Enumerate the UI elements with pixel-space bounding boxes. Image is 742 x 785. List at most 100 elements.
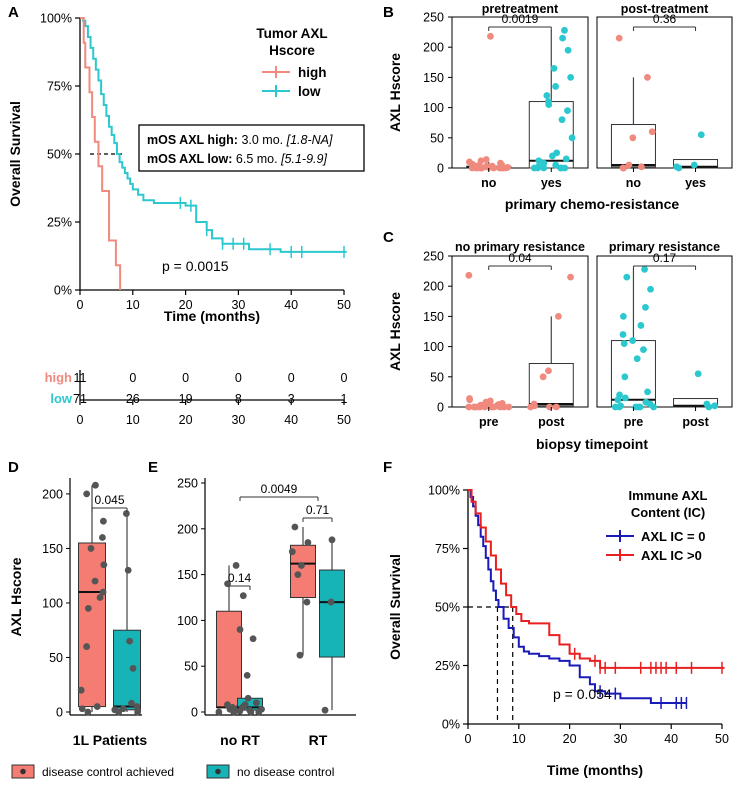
panel-b-box-0-1-point <box>557 164 565 172</box>
panel-b-box-0-1-point <box>568 134 576 142</box>
panel-c-box-0-0-point <box>466 395 473 402</box>
panel-e-ytick-label: 50 <box>184 660 198 674</box>
panel-d-box-0-point <box>93 703 101 710</box>
panel-c-box-1-0-point <box>620 340 628 347</box>
panel-e-box-2-point <box>296 651 304 659</box>
panel-c-box-1-0-point <box>637 322 645 329</box>
panel-a-annotation-line: mOS AXL low: 6.5 mo. [5.1-9.9] <box>147 152 327 166</box>
panel-e-box-0-point <box>224 701 231 709</box>
panel-e-box-2-point <box>298 562 305 569</box>
panel-e-box-2-point <box>303 598 311 606</box>
panel-b-box-0-0-point <box>483 162 490 170</box>
panel-b-box-1-0-point <box>638 163 645 171</box>
panel-e-box-0-point <box>229 704 236 711</box>
panel-c-box-0-0-point <box>470 403 478 411</box>
panel-d-box-0-point <box>87 545 95 552</box>
panel-d-box-1-point <box>119 705 127 713</box>
panel-b-box-0-1-point <box>544 98 552 105</box>
panel-c-box-0-0-point <box>465 271 473 279</box>
panel-a-xtick-label: 30 <box>231 298 245 312</box>
panel-d-box-0-point <box>99 517 107 525</box>
panel-c-box-1-0-point <box>619 331 627 338</box>
panel-d-box-0-point <box>83 643 91 650</box>
panel-letter-e: E <box>148 459 158 476</box>
panel-a-legend-label-high: high <box>298 65 327 80</box>
panel-f-ytick-label: 50% <box>435 601 460 615</box>
panel-a-pvalue: p = 0.0015 <box>162 258 229 274</box>
panel-f-xtick-label: 0 <box>465 732 472 746</box>
panel-c-box-1-0-point <box>621 373 629 381</box>
panel-b-box-0-1-point <box>553 149 561 157</box>
panel-f-xlabel: Time (months) <box>547 762 643 778</box>
panel-e-box-1-point <box>239 592 247 600</box>
panel-letter-a: A <box>8 4 19 21</box>
panel-c-box-1-0-point <box>647 285 654 293</box>
panel-d-box-0-point <box>91 577 99 585</box>
panel-d-box-0-point <box>84 605 92 612</box>
panel-e-box-0-point <box>224 580 231 588</box>
panel-a-risk-xtick-label: 20 <box>179 413 193 427</box>
panel-f-ytick-label: 100% <box>428 484 460 498</box>
panel-b-box-1-0-point <box>625 161 633 169</box>
panel-d-box-0-point <box>99 534 106 541</box>
panel-b-xtick-label: yes <box>685 176 706 190</box>
panel-c-box-1-0-point <box>641 265 648 273</box>
panel-c-facet-title: primary resistance <box>609 240 720 254</box>
panel-b-ytick-label: 250 <box>423 11 444 25</box>
panel-a-xtick-label: 50 <box>337 298 351 312</box>
panel-e-box-3-box <box>319 569 345 658</box>
panel-a-risk-xtick-label: 40 <box>284 413 298 427</box>
panel-e-ytick-label: 250 <box>177 477 198 491</box>
panel-e-pvalue-across-label: 0.0049 <box>261 482 298 496</box>
panel-b-box-0-1-point <box>552 161 560 169</box>
panel-b-ytick-label: 150 <box>423 71 444 85</box>
panel-c-ytick-label: 100 <box>423 340 444 354</box>
panel-d-box-1-point <box>126 637 133 645</box>
legend-label-1: no disease control <box>237 765 334 779</box>
panel-e-box-1-point <box>252 699 260 707</box>
panel-e-pvalue-nort-label: 0.14 <box>228 571 252 585</box>
panel-b-xtick-label: no <box>626 176 642 190</box>
panel-b-box-1-1-point <box>673 163 681 171</box>
panel-e-box-1-point <box>249 635 257 643</box>
panel-c-xtick-label: pre <box>624 415 644 429</box>
panel-a-xtick-label: 0 <box>77 298 84 312</box>
panel-b-box-0-0-point <box>488 162 496 170</box>
panel-c-facet-title: no primary resistance <box>455 240 585 254</box>
panel-d-box-0-point <box>99 588 107 596</box>
panel-a-risk-value: 0 <box>288 371 295 385</box>
panel-letter-f: F <box>383 459 392 476</box>
panel-a-risk-label-low: low <box>50 391 73 406</box>
panel-b-pvalue-1-label: 0.36 <box>653 12 677 26</box>
panel-f-xtick-label: 10 <box>512 732 526 746</box>
panel-c-box-0-1-point <box>546 403 553 411</box>
panel-b-box-0-0-point <box>466 158 473 166</box>
panel-a-annotation-ci: [5.1-9.9] <box>280 152 327 166</box>
panel-e-box-2-point <box>291 523 299 531</box>
panel-a-ylabel: Overall Survival <box>7 101 23 207</box>
panel-c-xtick-label: pre <box>479 415 499 429</box>
panel-a-series-high <box>80 17 122 290</box>
panel-c-box-1-0-point <box>616 391 623 399</box>
panel-f-legend-title-2: Content (IC) <box>631 505 705 520</box>
panel-d-box-0-point <box>83 490 91 498</box>
panel-c-pvalue-0-label: 0.04 <box>508 251 532 265</box>
panel-c-box-0-0-point <box>465 403 473 411</box>
panel-e-category-nort: no RT <box>220 732 260 748</box>
panel-c-box-1-0-point <box>640 346 647 354</box>
panel-d-box-0-box <box>78 542 106 708</box>
panel-b-box-0-1-point <box>550 64 558 72</box>
panel-a-risk-value: 26 <box>126 392 140 406</box>
panel-a-annotation-value: 6.5 mo. <box>236 152 281 166</box>
panel-e-ytick-label: 0 <box>191 706 198 720</box>
panel-c-box-0-0-point <box>505 403 513 411</box>
panel-a-ytick-label: 50% <box>47 148 72 162</box>
panel-b-box-0-1-point <box>552 83 559 90</box>
panel-e-box-0-point <box>215 708 223 716</box>
panel-d-box-0-point <box>78 705 86 713</box>
panel-f-legend-label-0: AXL IC = 0 <box>641 529 705 544</box>
panel-a-risk-value: 0 <box>341 371 348 385</box>
legend-swatch-dot-0 <box>20 768 26 775</box>
panel-b-box-0-1-point <box>561 26 568 34</box>
panel-a-risk-xtick-label: 30 <box>231 413 245 427</box>
